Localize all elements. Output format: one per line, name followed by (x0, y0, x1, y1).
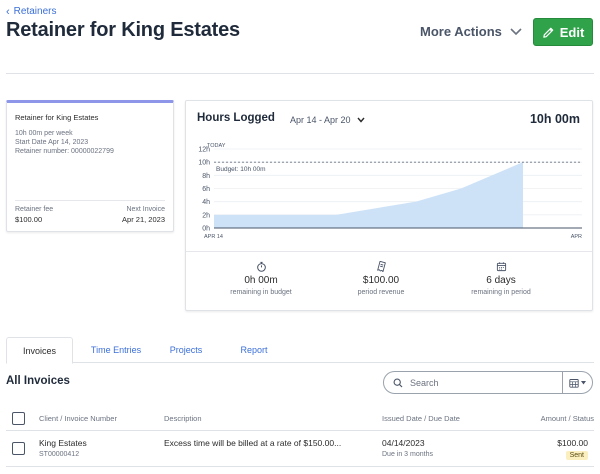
column-amount-status: Amount / Status (540, 414, 594, 423)
stats-divider (186, 251, 592, 252)
chevron-down-icon (357, 117, 365, 123)
column-dates: Issued Date / Due Date (382, 414, 460, 423)
header-divider (6, 73, 594, 74)
stat-period-revenue: $100.00 period revenue (321, 261, 441, 296)
summary-start-date: Start Date Apr 14, 2023 (15, 139, 89, 146)
receipt-icon (376, 261, 386, 272)
invoice-amount: $100.00 (557, 438, 588, 448)
stat-remaining-period: 6 days remaining in period (441, 261, 561, 296)
tab-time-entries[interactable]: Time Entries (90, 345, 142, 355)
invoice-table-header: Client / Invoice Number Description Issu… (6, 407, 594, 431)
calendar-icon (496, 262, 506, 272)
date-filter-button[interactable] (562, 371, 593, 394)
y-tick-label: 2h (202, 212, 210, 219)
tab-invoices[interactable]: Invoices (6, 337, 73, 364)
stat-label: remaining in budget (230, 289, 292, 296)
retainer-fee-label: Retainer fee (15, 206, 54, 213)
retainer-fee-value: $100.00 (15, 215, 43, 224)
y-tick-label: 4h (202, 199, 210, 206)
invoice-search (383, 371, 563, 394)
status-badge: Sent (565, 451, 588, 460)
stat-label: remaining in period (471, 289, 531, 296)
next-invoice-value: Apr 21, 2023 (122, 215, 165, 224)
period-range-label: Apr 14 - Apr 20 (290, 115, 351, 125)
search-icon (393, 378, 403, 387)
row-checkbox[interactable] (12, 442, 25, 455)
x-end-label: APR (571, 234, 582, 240)
all-invoices-heading: All Invoices (6, 375, 70, 387)
summary-retainer-number: Retainer number: 00000022799 (15, 148, 114, 155)
caret-down-icon (581, 380, 586, 384)
y-tick-label: 12h (198, 147, 210, 154)
table-row[interactable]: King Estates ST00000412 Excess time will… (6, 431, 594, 467)
back-to-retainers-link[interactable]: ‹ Retainers (6, 6, 56, 17)
x-start-label: APR 14 (204, 234, 223, 240)
page-title: Retainer for King Estates (6, 19, 240, 41)
select-all-checkbox[interactable] (12, 412, 25, 425)
retainer-tabs: Invoices Time Entries Projects Report (6, 337, 594, 364)
y-tick-label: 10h (198, 160, 210, 167)
stat-remaining-budget: 0h 00m remaining in budget (201, 261, 321, 296)
search-input[interactable] (410, 377, 550, 388)
column-client: Client / Invoice Number (39, 414, 117, 423)
y-tick-label: 0h (202, 226, 210, 233)
summary-title: Retainer for King Estates (15, 113, 99, 122)
hours-logged-title: Hours Logged (197, 112, 275, 124)
stat-value: 0h 00m (244, 275, 278, 286)
y-tick-label: 6h (202, 186, 210, 193)
invoice-description: Excess time will be billed at a rate of … (164, 438, 342, 448)
edit-button-label: Edit (559, 24, 585, 40)
hours-area-series (214, 162, 523, 228)
next-invoice-label: Next Invoice (126, 206, 165, 213)
tab-report[interactable]: Report (240, 345, 268, 355)
invoice-client: King Estates (39, 438, 87, 448)
hours-logged-total: 10h 00m (529, 112, 580, 126)
invoice-due-date: Due in 3 months (382, 451, 433, 458)
edit-button[interactable]: Edit (533, 18, 593, 46)
hours-logged-card: Hours Logged Apr 14 - Apr 20 10h 00m 0h 2… (185, 100, 593, 311)
retainer-summary-card: Retainer for King Estates 10h 00m per we… (6, 100, 174, 232)
chevron-down-icon (510, 27, 522, 35)
y-tick-label: 8h (202, 173, 210, 180)
stat-value: $100.00 (362, 275, 400, 286)
more-actions-label: More Actions (420, 24, 502, 39)
calendar-icon (569, 378, 579, 388)
chevron-left-icon: ‹ (6, 5, 10, 18)
budget-label: Budget: 10h 00m (216, 166, 266, 173)
summary-hours-per-week: 10h 00m per week (15, 130, 73, 137)
invoice-issued-date: 04/14/2023 (382, 438, 425, 448)
stat-label: period revenue (357, 289, 405, 296)
tab-projects[interactable]: Projects (169, 345, 203, 355)
today-label: TODAY (207, 143, 226, 149)
pencil-icon (542, 27, 554, 38)
stat-value: 6 days (486, 275, 516, 286)
hours-logged-chart: 0h 2h 4h 6h 8h 10h 12h Budget: 10h 00m TODAY APR … (198, 143, 582, 240)
column-description: Description (164, 414, 202, 423)
back-link-label: Retainers (13, 6, 57, 17)
stopwatch-icon (256, 261, 266, 272)
invoice-number: ST00000412 (39, 451, 80, 458)
more-actions-button[interactable]: More Actions (420, 24, 522, 39)
period-range-dropdown[interactable]: Apr 14 - Apr 20 (290, 115, 365, 125)
summary-divider (15, 200, 165, 201)
